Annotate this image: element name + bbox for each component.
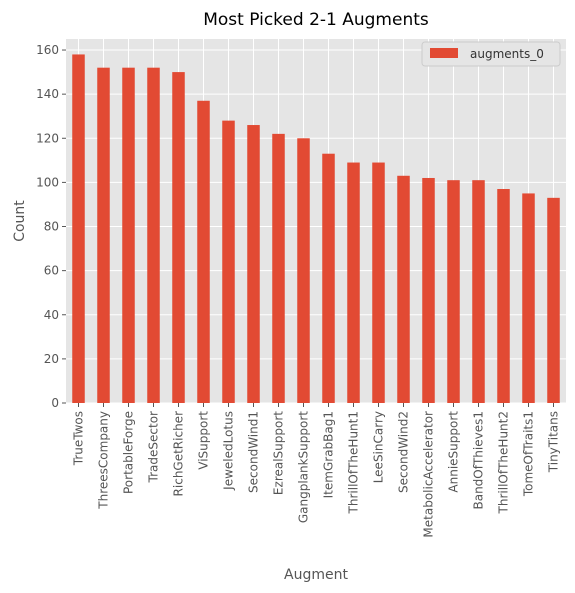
bar <box>172 72 185 403</box>
bar <box>422 177 435 403</box>
x-tick-label: LeeSinCarry <box>372 411 386 483</box>
chart-title: Most Picked 2-1 Augments <box>203 10 429 30</box>
bar <box>272 133 285 404</box>
bar <box>322 153 335 403</box>
x-tick-label: AnnieSupport <box>447 411 461 493</box>
legend-label: augments_0 <box>470 47 544 61</box>
bar <box>397 175 410 403</box>
legend-swatch <box>430 48 458 58</box>
bar <box>222 120 235 404</box>
y-tick-label: 20 <box>44 352 59 366</box>
bars <box>72 54 560 404</box>
x-tick-label: ItemGrabBag1 <box>322 411 336 498</box>
plot-background <box>66 39 566 403</box>
bar <box>122 67 135 404</box>
bar <box>472 180 485 403</box>
x-tick-label: TinyTitans <box>547 411 561 473</box>
bar <box>372 162 385 403</box>
y-tick-label: 60 <box>44 264 59 278</box>
bar <box>547 197 560 403</box>
bar <box>497 189 510 403</box>
bar <box>72 54 85 404</box>
x-tick-label: SecondWind2 <box>397 411 411 493</box>
bar <box>97 67 110 404</box>
x-axis-label: Augment <box>284 567 348 583</box>
y-tick-label: 40 <box>44 308 59 322</box>
y-axis-label: Count <box>12 200 28 242</box>
x-tick-label: ThrillOfTheHunt1 <box>347 411 361 514</box>
y-tick-label: 80 <box>44 220 59 234</box>
y-tick-label: 160 <box>36 43 59 57</box>
x-tick-label: ThrillOfTheHunt2 <box>497 411 511 514</box>
bar <box>297 138 310 404</box>
x-tick-label: MetabolicAccelerator <box>422 411 436 538</box>
y-tick-label: 100 <box>36 175 59 189</box>
x-tick-label: EzrealSupport <box>272 411 286 495</box>
x-tick-label: TradeSector <box>147 411 161 483</box>
y-tick-label: 0 <box>51 396 59 410</box>
bar <box>197 100 210 403</box>
y-axis-ticks: 0 20 40 60 80 100 120 140 160 <box>36 43 66 410</box>
bar <box>147 67 160 404</box>
x-tick-label: ThreesCompany <box>97 411 111 510</box>
x-tick-label: TrueTwos <box>72 411 86 466</box>
x-tick-label: PortableForge <box>122 411 136 494</box>
x-tick-label: TomeOfTraits1 <box>522 411 536 497</box>
bar <box>247 125 260 403</box>
legend: augments_0 <box>421 41 561 67</box>
x-tick-label: SecondWind1 <box>247 411 261 493</box>
x-tick-label: GangplankSupport <box>297 411 311 523</box>
x-tick-label: RichGetRicher <box>172 411 186 497</box>
x-tick-label: ViSupport <box>197 411 211 470</box>
bar <box>522 193 535 403</box>
y-tick-label: 120 <box>36 131 59 145</box>
x-tick-label: JeweledLotus <box>222 411 236 491</box>
bar <box>447 180 460 403</box>
bar <box>347 162 360 403</box>
x-axis-ticks: TrueTwos ThreesCompany PortableForge TradeS… <box>72 403 561 538</box>
x-tick-label: BandOfThieves1 <box>472 411 486 510</box>
y-tick-label: 140 <box>36 87 59 101</box>
